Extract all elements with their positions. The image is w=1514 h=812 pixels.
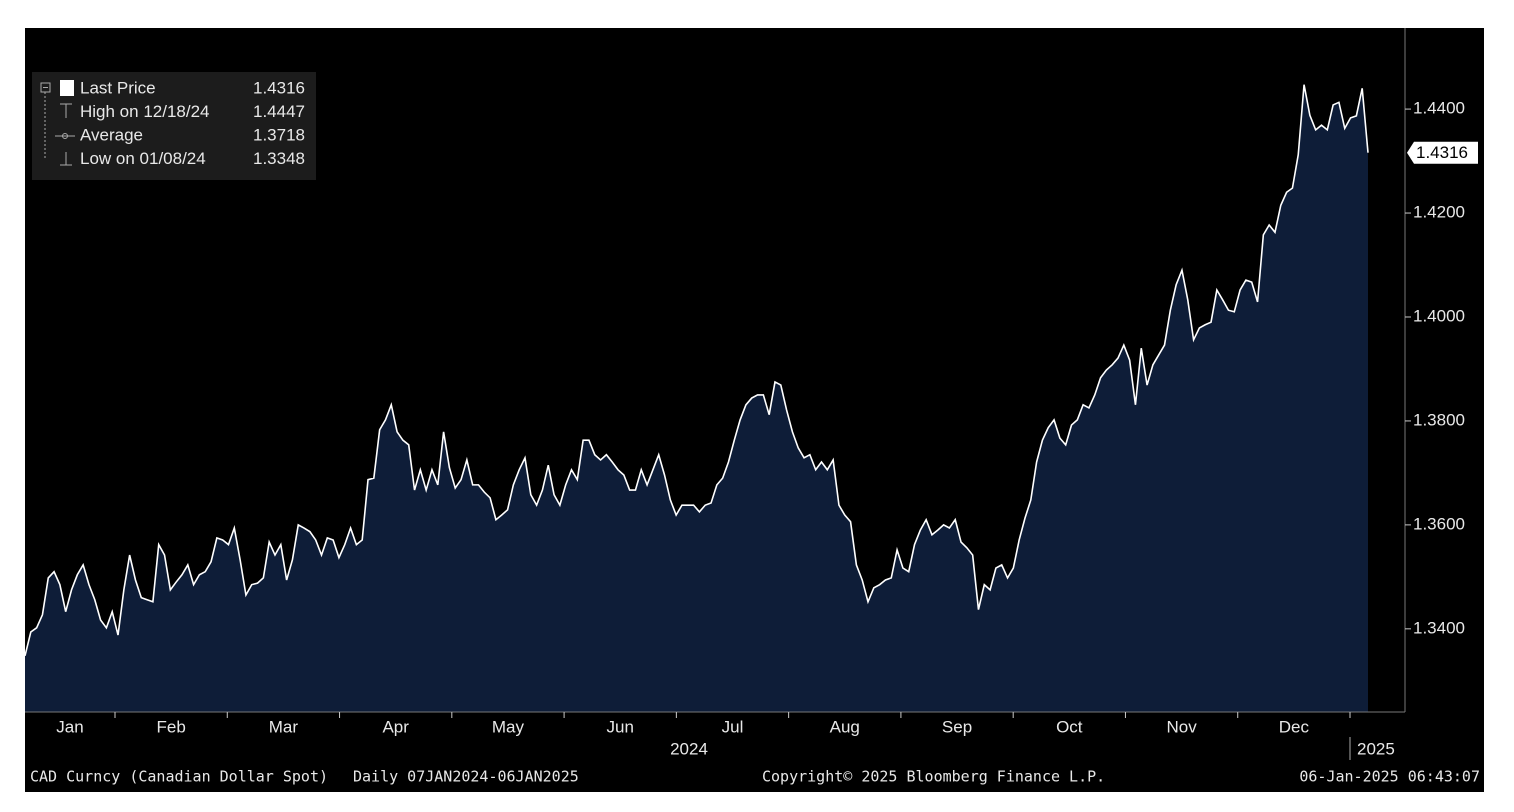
y-tick-label: 1.3600 [1413, 514, 1465, 533]
year-label: 2025 [1357, 739, 1395, 758]
legend-swatch [60, 80, 74, 96]
plot-area [24, 84, 1369, 712]
x-tick-label: Apr [382, 717, 409, 736]
y-tick-label: 1.4200 [1413, 203, 1465, 222]
y-tick-label: 1.4000 [1413, 306, 1465, 325]
legend-box [32, 72, 316, 180]
last-price-label: 1.4316 [1416, 143, 1468, 162]
price-line [24, 84, 1369, 657]
year-label: 2024 [670, 739, 708, 758]
legend-icon [62, 133, 68, 139]
legend-value: 1.4316 [253, 78, 305, 97]
legend-label: High on 12/18/24 [80, 102, 210, 121]
legend-icons [40, 80, 75, 166]
y-tick-label: 1.4400 [1413, 99, 1465, 118]
legend-value: 1.3718 [253, 125, 305, 144]
x-tick-label: Aug [830, 717, 860, 736]
x-tick-label: Mar [269, 717, 299, 736]
legend-value: 1.3348 [253, 149, 305, 168]
last-price-tag [1407, 141, 1478, 164]
legend-label: Average [80, 125, 143, 144]
footer-timestamp: 06-Jan-2025 06:43:07 [1299, 768, 1480, 786]
x-tick-label: Jul [722, 717, 744, 736]
legend-value: 1.4447 [253, 102, 305, 121]
x-tick-label: Jan [56, 717, 83, 736]
x-tick-label: Jun [607, 717, 634, 736]
legend-label: Last Price [80, 78, 156, 97]
footer-security: CAD Curncy (Canadian Dollar Spot) [30, 768, 328, 786]
y-tick-label: 1.3800 [1413, 410, 1465, 429]
x-tick-label: May [492, 717, 525, 736]
footer-copyright: Copyright© 2025 Bloomberg Finance L.P. [762, 768, 1105, 786]
x-tick-label: Oct [1056, 717, 1083, 736]
y-tick-label: 1.3400 [1413, 618, 1465, 637]
x-tick-label: Sep [942, 717, 972, 736]
x-tick-label: Nov [1166, 717, 1197, 736]
x-tick-label: Dec [1279, 717, 1310, 736]
x-tick-label: Feb [156, 717, 185, 736]
legend: Last Price 1.4316 High on 12/18/24 1.4447 Av… [80, 78, 305, 168]
legend-label: Low on 01/08/24 [80, 149, 206, 168]
footer-period: Daily 07JAN2024-06JAN2025 [353, 768, 579, 786]
area-fill [25, 84, 1368, 712]
